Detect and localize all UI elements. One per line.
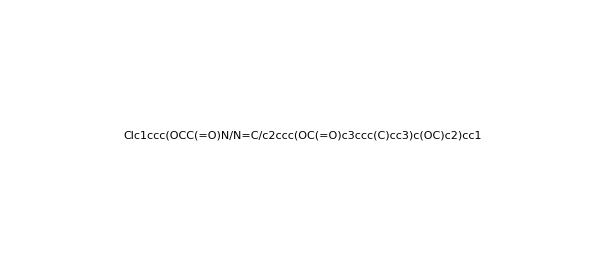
Text: Clc1ccc(OCC(=O)N/N=C/c2ccc(OC(=O)c3ccc(C)cc3)c(OC)c2)cc1: Clc1ccc(OCC(=O)N/N=C/c2ccc(OC(=O)c3ccc(C… — [124, 131, 482, 141]
